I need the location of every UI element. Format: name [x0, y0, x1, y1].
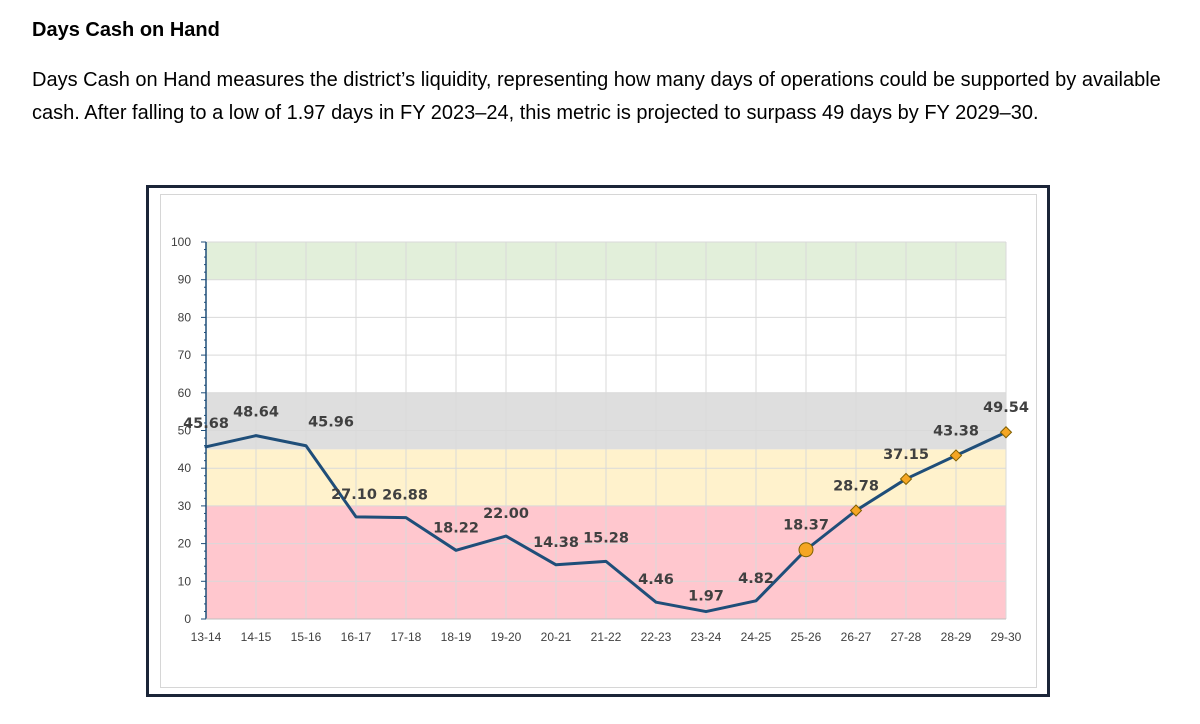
data-label-15-16: 45.96	[308, 415, 354, 431]
data-label-20-21: 14.38	[533, 535, 579, 551]
x-tick-label-20-21: 20-21	[541, 630, 572, 644]
x-tick-label-21-22: 21-22	[591, 630, 622, 644]
y-tick-label-40: 40	[178, 461, 192, 475]
x-tick-label-27-28: 27-28	[891, 630, 922, 644]
y-tick-label-80: 80	[178, 310, 192, 324]
y-tick-label-60: 60	[178, 386, 192, 400]
x-tick-label-13-14: 13-14	[191, 630, 222, 644]
data-point-29-30	[999, 426, 1013, 439]
y-tick-label-0: 0	[184, 612, 191, 626]
data-label-28-29: 43.38	[933, 423, 979, 439]
chart-frame: 0 10 20 30 40 50 60 70 80 90 100 13-14 14-15 15-16 16-…	[146, 185, 1050, 697]
data-label-14-15: 48.64	[233, 405, 279, 421]
data-label-18-19: 18.22	[433, 520, 479, 536]
data-label-23-24: 1.97	[688, 589, 724, 605]
x-tick-label-28-29: 28-29	[941, 630, 972, 644]
x-tick-label-17-18: 17-18	[391, 630, 422, 644]
x-tick-label-14-15: 14-15	[241, 630, 272, 644]
data-label-22-23: 4.46	[638, 572, 674, 588]
section-heading: Days Cash on Hand	[32, 19, 220, 41]
y-tick-label-30: 30	[178, 499, 192, 513]
y-tick-label-10: 10	[178, 574, 192, 588]
series-line	[204, 430, 1008, 614]
x-tick-label-29-30: 29-30	[991, 630, 1022, 644]
data-label-26-27: 28.78	[833, 478, 879, 494]
x-tick-label-15-16: 15-16	[291, 630, 322, 644]
y-tick-label-70: 70	[178, 348, 192, 362]
data-label-24-25: 4.82	[738, 571, 774, 587]
data-label-29-30: 49.54	[983, 400, 1029, 416]
data-label-13-14: 45.68	[183, 416, 229, 432]
description-paragraph: Days Cash on Hand measures the district’…	[32, 69, 1161, 124]
x-tick-label-26-27: 26-27	[841, 630, 872, 644]
data-point-27-28	[899, 472, 913, 486]
data-label-17-18: 26.88	[382, 488, 428, 504]
x-tick-label-24-25: 24-25	[741, 630, 772, 644]
x-tick-label-19-20: 19-20	[491, 630, 522, 644]
x-tick-label-25-26: 25-26	[791, 630, 822, 644]
y-tick-label-90: 90	[178, 273, 192, 287]
data-label-16-17: 27.10	[331, 487, 377, 503]
days-cash-chart: 0 10 20 30 40 50 60 70 80 90 100 13-14 14-15 15-16 16-…	[171, 235, 1029, 644]
data-label-27-28: 37.15	[883, 447, 929, 463]
x-tick-label-23-24: 23-24	[691, 630, 722, 644]
x-tick-label-18-19: 18-19	[441, 630, 472, 644]
data-label-21-22: 15.28	[583, 530, 629, 546]
y-tick-label-100: 100	[171, 235, 191, 249]
data-label-25-26: 18.37	[783, 518, 829, 534]
y-tick-label-20: 20	[178, 537, 192, 551]
x-tick-label-22-23: 22-23	[641, 630, 672, 644]
x-tick-label-16-17: 16-17	[341, 630, 372, 644]
data-point-28-29	[949, 449, 963, 462]
data-label-19-20: 22.00	[483, 506, 529, 522]
data-point-26-27	[849, 504, 863, 517]
chart-area-border	[160, 194, 1037, 688]
data-point-25-26	[798, 542, 814, 558]
y-tick-label-50: 50	[178, 424, 192, 438]
